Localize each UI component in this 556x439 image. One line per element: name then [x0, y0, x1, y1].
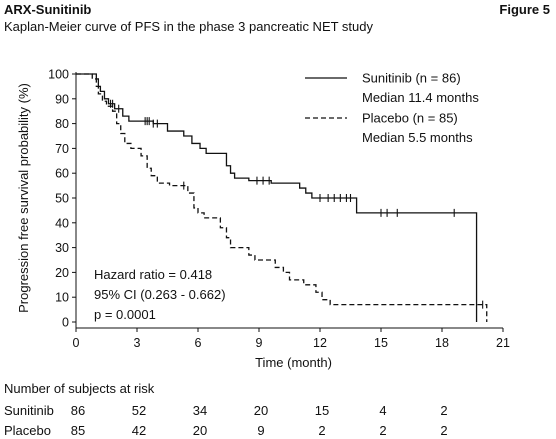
- legend-entry: Sunitinib (n = 86): [362, 71, 461, 86]
- axes: 0 10 20 30 40 50 60 70 80 90 100 0 3 6 9 12 15 18 21 Time (…: [16, 68, 510, 371]
- curves: [76, 73, 488, 322]
- product-title: ARX-Sunitinib: [4, 2, 92, 17]
- y-tick-label: 90: [55, 92, 69, 106]
- annotation-text: p = 0.0001: [94, 307, 156, 322]
- annotations: Hazard ratio = 0.418 95% CI (0.263 - 0.66…: [94, 267, 226, 322]
- km-curve: [76, 73, 478, 322]
- y-tick-label: 30: [55, 241, 69, 255]
- x-tick-label: 12: [313, 336, 327, 350]
- x-tick-label: 3: [134, 336, 141, 350]
- risk-count: 20: [253, 403, 269, 418]
- figure-label: Figure 5: [499, 2, 550, 17]
- series-placebo: [76, 73, 488, 322]
- risk-count: 42: [131, 423, 147, 438]
- y-tick-label: 60: [55, 167, 69, 181]
- risk-count: 4: [379, 403, 387, 418]
- y-tick-label: 10: [55, 291, 69, 305]
- legend-median: Median 11.4 months: [362, 90, 479, 105]
- y-tick-label: 0: [62, 316, 69, 330]
- x-tick-label: 15: [374, 336, 388, 350]
- x-tick-label: 6: [195, 336, 202, 350]
- y-tick-label: 100: [48, 68, 69, 82]
- legend-entry: Placebo (n = 85): [362, 111, 458, 126]
- x-tick-label: 21: [496, 336, 510, 350]
- y-tick-label: 50: [55, 192, 69, 206]
- y-tick-label: 70: [55, 142, 69, 156]
- risk-row-label: Sunitinib: [4, 403, 54, 418]
- chart-subtitle: Kaplan-Meier curve of PFS in the phase 3…: [4, 19, 374, 34]
- x-tick-label: 9: [256, 336, 263, 350]
- risk-count: 86: [70, 403, 86, 418]
- risk-count: 34: [192, 403, 208, 418]
- risk-row-sunitinib: Sunitinib 86 52 34 20 15 4 2: [4, 403, 556, 419]
- risk-count: 52: [131, 403, 147, 418]
- risk-count: 9: [257, 423, 265, 438]
- risk-row-placebo: Placebo 85 42 20 9 2 2 2: [4, 423, 556, 439]
- risk-count: 15: [314, 403, 330, 418]
- y-axis-title: Progression free survival probability (%…: [16, 83, 31, 313]
- legend-median: Median 5.5 months: [362, 130, 473, 145]
- risk-count: 2: [318, 423, 326, 438]
- y-tick-label: 20: [55, 266, 69, 280]
- risk-count: 85: [70, 423, 86, 438]
- legend: Sunitinib (n = 86) Median 11.4 months Plac…: [305, 71, 479, 145]
- risk-count: 2: [440, 403, 448, 418]
- y-tick-label: 40: [55, 216, 69, 230]
- annotation-text: Hazard ratio = 0.418: [94, 267, 212, 282]
- y-tick-label: 80: [55, 117, 69, 131]
- annotation-text: 95% CI (0.263 - 0.662): [94, 287, 226, 302]
- risk-table-title: Number of subjects at risk: [4, 381, 155, 396]
- x-tick-label: 18: [435, 336, 449, 350]
- risk-row-label: Placebo: [4, 423, 51, 438]
- km-curve: [76, 73, 488, 322]
- risk-count: 20: [192, 423, 208, 438]
- x-axis-title: Time (month): [255, 355, 332, 370]
- risk-count: 2: [440, 423, 448, 438]
- risk-count: 2: [379, 423, 387, 438]
- x-tick-label: 0: [73, 336, 80, 350]
